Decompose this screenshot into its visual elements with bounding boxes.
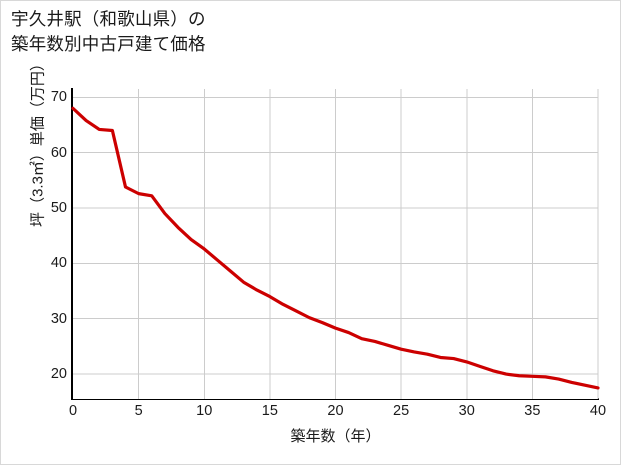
x-axis-tick-label: 30 xyxy=(458,403,475,419)
x-axis-tick-label: 15 xyxy=(261,403,278,419)
x-axis-tick-label: 35 xyxy=(524,403,541,419)
y-axis-tick-label: 40 xyxy=(50,255,67,272)
y-axis-tick-label: 70 xyxy=(50,89,67,106)
x-axis-tick-label: 5 xyxy=(134,403,143,419)
x-axis-tick-label: 20 xyxy=(327,403,344,419)
plot-area xyxy=(71,89,600,399)
y-axis-tick-label: 20 xyxy=(50,366,67,383)
x-axis-tick-label: 25 xyxy=(393,403,410,419)
data-line xyxy=(71,106,600,390)
y-axis-title: 坪（3.3㎡）単価（万円） xyxy=(29,56,47,227)
x-axis-tick-label: 10 xyxy=(196,403,213,419)
y-axis-tick-label: 50 xyxy=(50,200,67,217)
x-axis-tick-label: 40 xyxy=(589,403,607,419)
y-axis-tick-label: 30 xyxy=(50,310,67,327)
y-axis-tick-labels: 20 30 40 50 60 70 xyxy=(1,1,67,464)
data-series-layer xyxy=(71,106,600,390)
y-axis-spine xyxy=(71,88,73,400)
chart-title: 宇久井駅（和歌山県）の 築年数別中古戸建て価格 xyxy=(11,9,206,55)
y-axis-tick-label: 60 xyxy=(50,144,67,161)
x-axis-tick-label: 0 xyxy=(68,403,78,419)
x-axis-title: 築年数（年） xyxy=(290,428,381,445)
